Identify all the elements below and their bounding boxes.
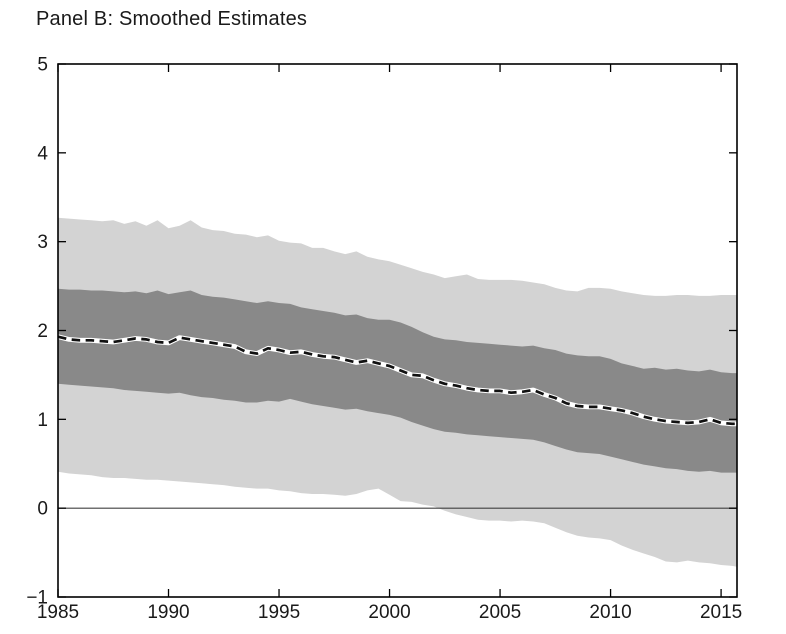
y-tick-label: 3 <box>37 232 48 253</box>
y-tick-label: 2 <box>37 321 48 342</box>
chart-title: Panel B: Smoothed Estimates <box>36 8 308 30</box>
x-tick-label: 1995 <box>258 602 300 623</box>
y-tick-label: 4 <box>37 143 48 164</box>
smoothed-estimate-line <box>57 335 737 426</box>
y-tick-label: 0 <box>37 499 48 520</box>
x-tick-label: 2010 <box>589 602 631 623</box>
inner-confidence-band <box>58 288 737 473</box>
y-tick-label: 1 <box>37 410 48 431</box>
x-tick-label: 2000 <box>368 602 410 623</box>
y-tick-label: −1 <box>26 588 48 609</box>
x-tick-label: 1990 <box>147 602 189 623</box>
y-tick-label: 5 <box>37 55 48 76</box>
x-tick-label: 1985 <box>37 602 79 623</box>
x-tick-label: 2005 <box>479 602 521 623</box>
x-tick-label: 2015 <box>700 602 742 623</box>
